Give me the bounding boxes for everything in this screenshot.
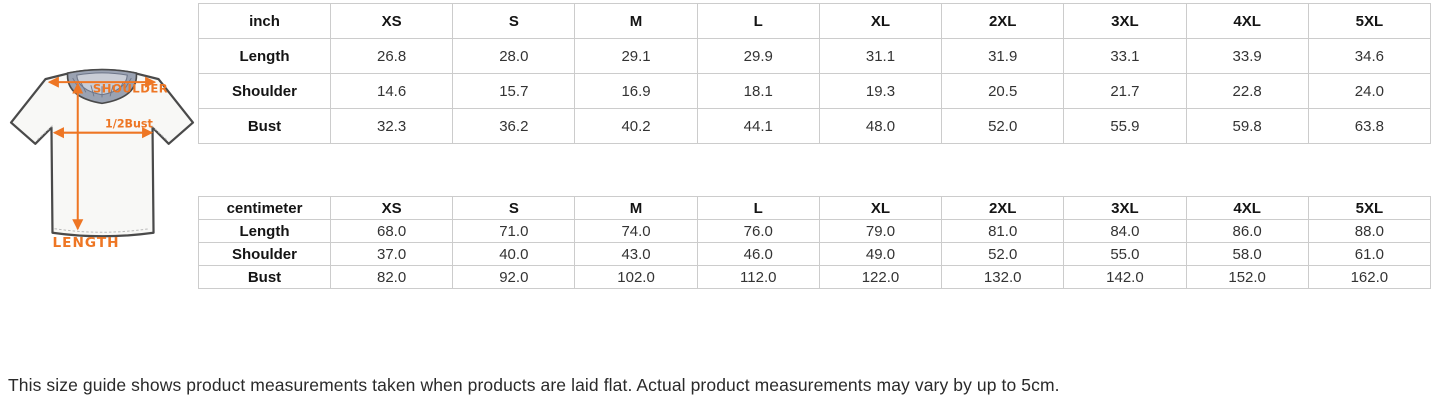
measurement-value-cell: 29.1 xyxy=(574,38,698,74)
measurement-value-cell: 55.9 xyxy=(1063,108,1187,144)
size-column-header: 5XL xyxy=(1307,3,1432,39)
measurement-value-cell: 52.0 xyxy=(941,242,1065,266)
measurement-value-cell: 52.0 xyxy=(941,108,1065,144)
centimeter-size-table: centimeter XS S M L XL 2XL 3XL 4XL 5XL Length 68.0 7… xyxy=(198,196,1432,289)
measurement-value-cell: 15.7 xyxy=(452,73,576,109)
size-column-header: 4XL xyxy=(1185,196,1309,220)
measurement-row: Shoulder 37.0 40.0 43.0 46.0 49.0 52.0 55.0 58.0… xyxy=(198,242,1432,266)
measurement-row: Bust 32.3 36.2 40.2 44.1 48.0 52.0 55.9 59.8 63.8 xyxy=(198,108,1432,144)
size-column-header: S xyxy=(452,196,576,220)
size-column-header: 4XL xyxy=(1185,3,1309,39)
measurement-value-cell: 76.0 xyxy=(696,219,820,243)
size-column-header: 2XL xyxy=(941,3,1065,39)
measurement-value-cell: 74.0 xyxy=(574,219,698,243)
size-column-header: XS xyxy=(329,3,454,39)
size-column-header: 2XL xyxy=(941,196,1065,220)
measurement-value-cell: 58.0 xyxy=(1185,242,1309,266)
measurement-value-cell: 24.0 xyxy=(1307,73,1432,109)
measurement-value-cell: 18.1 xyxy=(696,73,820,109)
measurement-value-cell: 84.0 xyxy=(1063,219,1187,243)
measurement-value-cell: 61.0 xyxy=(1307,242,1432,266)
tshirt-diagram-icon: SHOULDER 1/2Bust LENGTH xyxy=(9,68,195,251)
measurement-label-cell: Shoulder xyxy=(198,73,331,109)
measurement-value-cell: 86.0 xyxy=(1185,219,1309,243)
size-column-header: 3XL xyxy=(1063,196,1187,220)
measurement-value-cell: 34.6 xyxy=(1307,38,1432,74)
half-bust-label: 1/2Bust xyxy=(105,118,154,131)
measurement-value-cell: 21.7 xyxy=(1063,73,1187,109)
measurement-value-cell: 36.2 xyxy=(452,108,576,144)
measurement-value-cell: 22.8 xyxy=(1185,73,1309,109)
size-column-header: 3XL xyxy=(1063,3,1187,39)
measurement-label-cell: Bust xyxy=(198,265,331,289)
measurement-row: Shoulder 14.6 15.7 16.9 18.1 19.3 20.5 21.7 22.8… xyxy=(198,73,1432,109)
unit-label-cell: centimeter xyxy=(198,196,331,220)
measurement-value-cell: 16.9 xyxy=(574,73,698,109)
measurement-value-cell: 71.0 xyxy=(452,219,576,243)
measurement-label-cell: Shoulder xyxy=(198,242,331,266)
measurement-value-cell: 32.3 xyxy=(329,108,454,144)
measurement-label-cell: Length xyxy=(198,38,331,74)
measurement-value-cell: 14.6 xyxy=(329,73,454,109)
size-column-header: 5XL xyxy=(1307,196,1432,220)
measurement-value-cell: 40.0 xyxy=(452,242,576,266)
size-column-header: XL xyxy=(818,196,943,220)
size-header-row: inch XS S M L XL 2XL 3XL 4XL 5XL xyxy=(198,3,1432,39)
measurement-value-cell: 20.5 xyxy=(941,73,1065,109)
measurement-value-cell: 43.0 xyxy=(574,242,698,266)
measurement-value-cell: 31.1 xyxy=(818,38,943,74)
measurement-value-cell: 122.0 xyxy=(818,265,943,289)
measurement-value-cell: 48.0 xyxy=(818,108,943,144)
measurement-label-cell: Bust xyxy=(198,108,331,144)
unit-label-cell: inch xyxy=(198,3,331,39)
measurement-value-cell: 49.0 xyxy=(818,242,943,266)
size-column-header: XL xyxy=(818,3,943,39)
measurement-value-cell: 68.0 xyxy=(329,219,454,243)
measurement-value-cell: 37.0 xyxy=(329,242,454,266)
measurement-value-cell: 28.0 xyxy=(452,38,576,74)
measurement-value-cell: 152.0 xyxy=(1185,265,1309,289)
measurement-value-cell: 88.0 xyxy=(1307,219,1432,243)
size-column-header: L xyxy=(696,3,820,39)
shoulder-label: SHOULDER xyxy=(93,81,168,95)
measurement-arrows xyxy=(47,76,157,231)
measurement-value-cell: 92.0 xyxy=(452,265,576,289)
measurement-value-cell: 55.0 xyxy=(1063,242,1187,266)
size-column-header: M xyxy=(574,196,698,220)
measurement-value-cell: 40.2 xyxy=(574,108,698,144)
measurement-value-cell: 44.1 xyxy=(696,108,820,144)
measurement-value-cell: 26.8 xyxy=(329,38,454,74)
measurement-value-cell: 29.9 xyxy=(696,38,820,74)
measurement-value-cell: 46.0 xyxy=(696,242,820,266)
measurement-value-cell: 31.9 xyxy=(941,38,1065,74)
measurement-value-cell: 33.9 xyxy=(1185,38,1309,74)
size-column-header: L xyxy=(696,196,820,220)
measurement-row: Bust 82.0 92.0 102.0 112.0 122.0 132.0 142.0 152… xyxy=(198,265,1432,289)
measurement-value-cell: 82.0 xyxy=(329,265,454,289)
size-guide-note: This size guide shows product measuremen… xyxy=(8,375,1060,395)
stitch-lines xyxy=(36,124,168,233)
measurement-value-cell: 63.8 xyxy=(1307,108,1432,144)
measurement-value-cell: 142.0 xyxy=(1063,265,1187,289)
length-label: LENGTH xyxy=(52,235,119,251)
measurement-value-cell: 59.8 xyxy=(1185,108,1309,144)
size-column-header: S xyxy=(452,3,576,39)
size-column-header: XS xyxy=(329,196,454,220)
measurement-value-cell: 112.0 xyxy=(696,265,820,289)
measurement-row: Length 68.0 71.0 74.0 76.0 79.0 81.0 84.0 86.0 88… xyxy=(198,219,1432,243)
measurement-row: Length 26.8 28.0 29.1 29.9 31.1 31.9 33.1 33.9 34… xyxy=(198,38,1432,74)
measurement-value-cell: 132.0 xyxy=(941,265,1065,289)
measurement-value-cell: 33.1 xyxy=(1063,38,1187,74)
tshirt-measurement-diagram: SHOULDER 1/2Bust LENGTH xyxy=(6,64,198,260)
size-column-header: M xyxy=(574,3,698,39)
measurement-value-cell: 79.0 xyxy=(818,219,943,243)
measurement-value-cell: 102.0 xyxy=(574,265,698,289)
measurement-label-cell: Length xyxy=(198,219,331,243)
measurement-value-cell: 81.0 xyxy=(941,219,1065,243)
size-header-row: centimeter XS S M L XL 2XL 3XL 4XL 5XL xyxy=(198,196,1432,220)
measurement-value-cell: 19.3 xyxy=(818,73,943,109)
inch-size-table: inch XS S M L XL 2XL 3XL 4XL 5XL Length 26.8 28.0 29.… xyxy=(198,3,1432,144)
measurement-value-cell: 162.0 xyxy=(1307,265,1432,289)
